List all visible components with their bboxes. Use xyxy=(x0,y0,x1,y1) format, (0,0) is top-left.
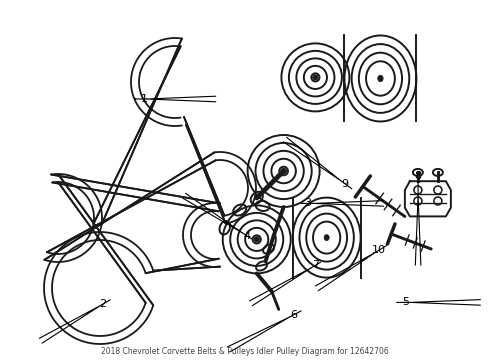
Circle shape xyxy=(280,168,286,174)
Text: 2018 Chevrolet Corvette Belts & Pulleys Idler Pulley Diagram for 12642706: 2018 Chevrolet Corvette Belts & Pulleys … xyxy=(101,347,387,356)
Text: 10: 10 xyxy=(371,245,385,255)
Text: 9: 9 xyxy=(341,179,347,189)
Text: 3: 3 xyxy=(304,198,311,208)
Text: 7: 7 xyxy=(311,260,318,270)
Text: 5: 5 xyxy=(402,297,408,307)
Circle shape xyxy=(253,237,259,242)
Text: 4: 4 xyxy=(243,231,250,241)
Text: 1: 1 xyxy=(141,94,147,104)
Ellipse shape xyxy=(324,235,328,240)
Text: 2: 2 xyxy=(99,299,106,309)
Text: 8: 8 xyxy=(414,171,421,181)
Text: 6: 6 xyxy=(289,310,296,320)
Ellipse shape xyxy=(377,75,383,82)
Circle shape xyxy=(312,75,318,80)
